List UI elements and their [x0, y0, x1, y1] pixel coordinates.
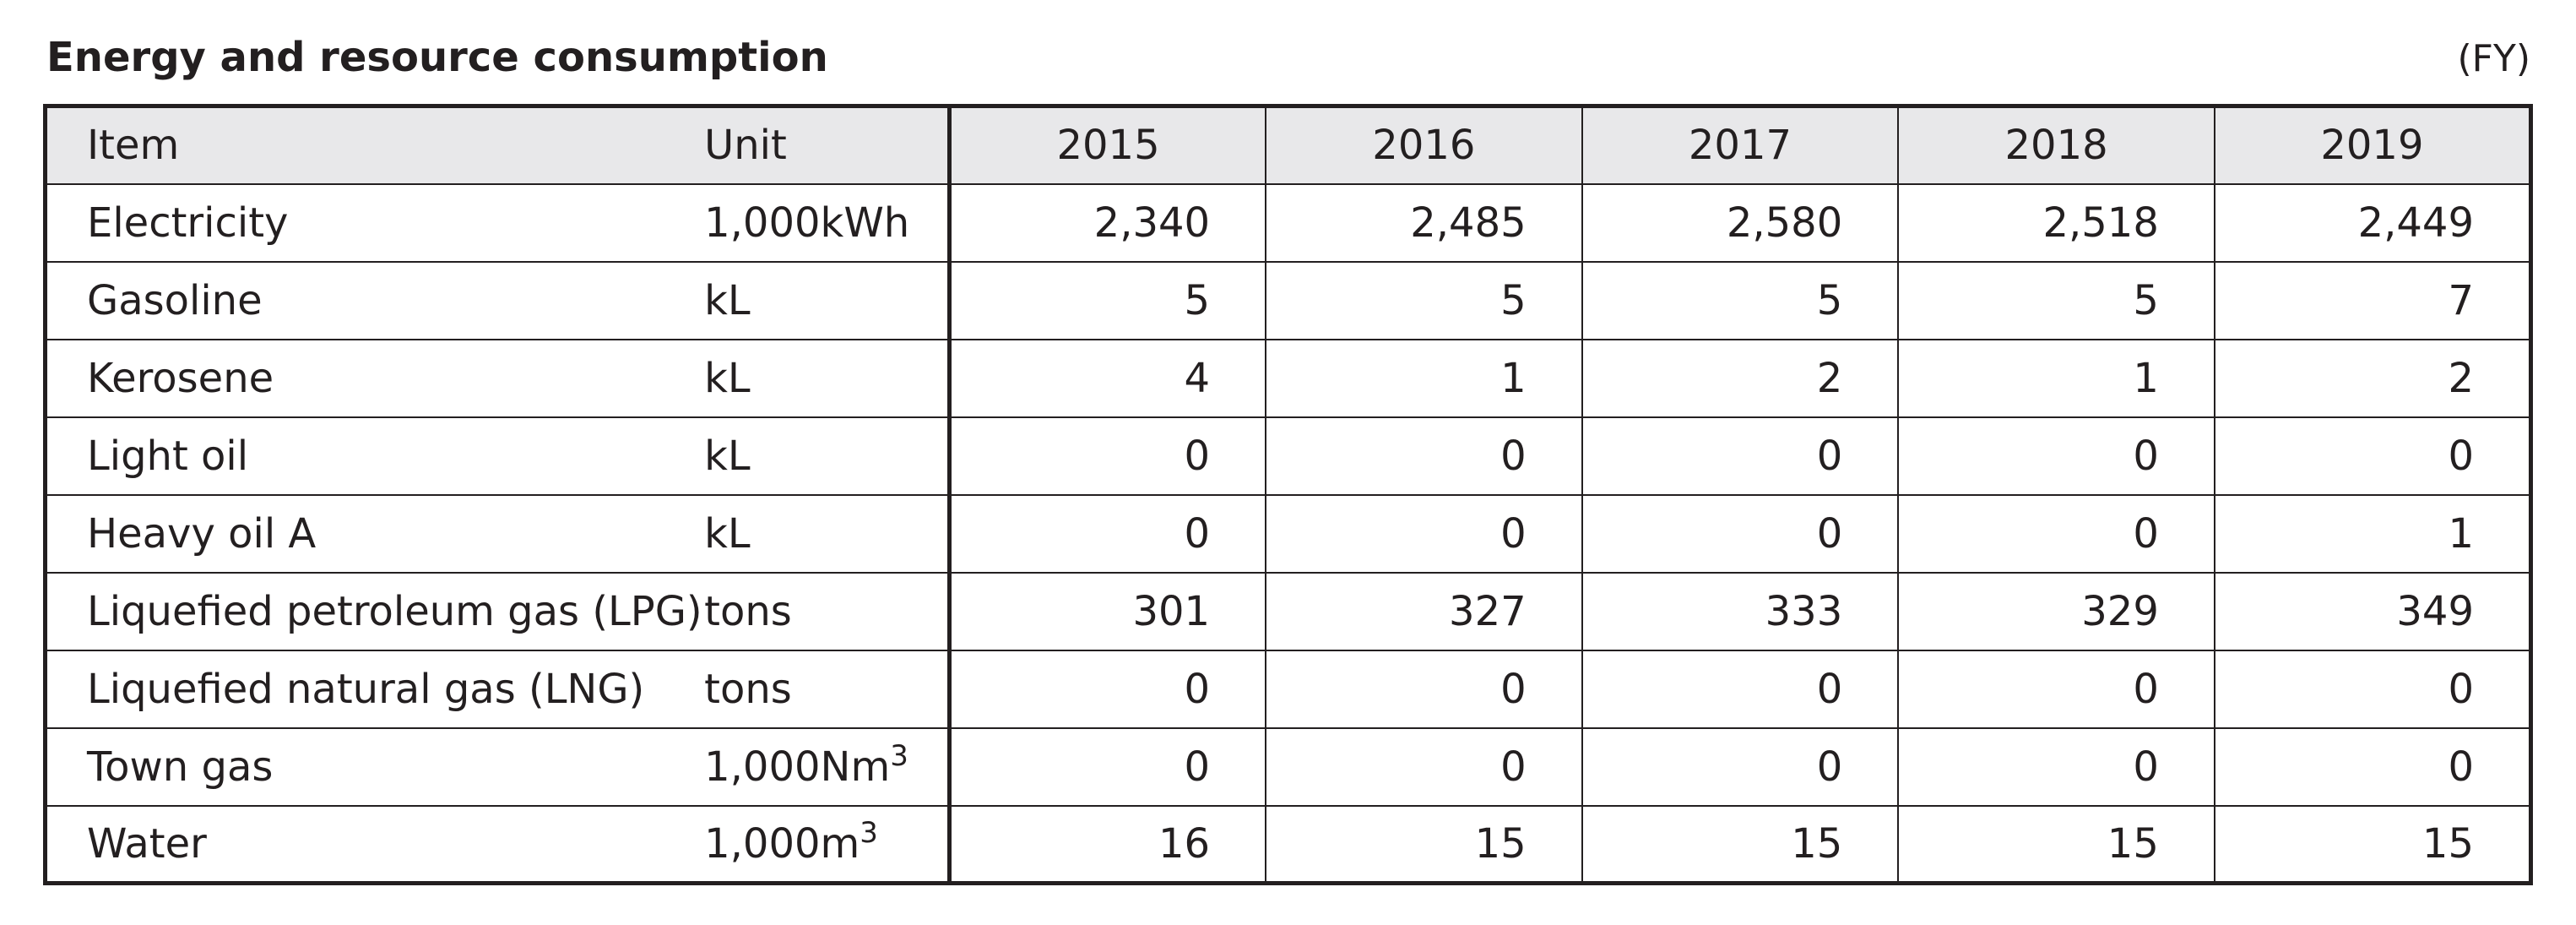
row-item-label: Town gas [45, 726, 703, 806]
row-value-2017: 5 [1581, 260, 1899, 340]
row-value-2015: 2,340 [948, 182, 1266, 262]
row-value-2019: 0 [2213, 726, 2531, 806]
row-value-2018: 1 [1897, 338, 2215, 417]
row-unit: tons [702, 649, 952, 728]
row-value-2017: 0 [1581, 416, 1899, 495]
row-unit-text: 1,000kWh [704, 199, 910, 247]
row-value-2018: 0 [1897, 416, 2215, 495]
row-item-label: Light oil [45, 416, 703, 495]
row-value-2019: 1 [2213, 493, 2531, 573]
row-value-2017: 0 [1581, 726, 1899, 806]
column-header-2016: 2016 [1265, 106, 1582, 185]
column-header-2018: 2018 [1897, 106, 2215, 185]
row-unit-text: tons [704, 665, 792, 713]
row-value-2016: 5 [1265, 260, 1582, 340]
row-unit-text: kL [704, 509, 751, 558]
row-value-2017: 2 [1581, 338, 1899, 417]
row-value-2017: 15 [1581, 804, 1899, 884]
row-unit: kL [702, 260, 952, 340]
row-value-2015: 0 [948, 649, 1266, 728]
row-value-2019: 2 [2213, 338, 2531, 417]
row-value-2016: 0 [1265, 726, 1582, 806]
table-row: Gasoline kL 5 5 5 5 7 [45, 260, 2531, 340]
row-value-2019: 7 [2213, 260, 2531, 340]
row-value-2017: 2,580 [1581, 182, 1899, 262]
column-header-unit: Unit [702, 106, 952, 185]
row-value-2017: 0 [1581, 493, 1899, 573]
fiscal-year-note: (FY) [2457, 37, 2530, 80]
table-row: Liquefied petroleum gas (LPG) tons 301 327 3… [45, 571, 2531, 650]
row-unit-text: kL [704, 354, 751, 402]
row-unit: kL [702, 493, 952, 573]
row-value-2017: 333 [1581, 571, 1899, 650]
row-unit: kL [702, 416, 952, 495]
row-unit-text: 1,000m [704, 819, 860, 868]
column-header-2017: 2017 [1581, 106, 1899, 185]
consumption-table: Item Unit 2015 2016 2017 2018 2019 Elect… [43, 104, 2533, 885]
row-item-label: Kerosene [45, 338, 703, 417]
row-unit-text: kL [704, 432, 751, 480]
row-value-2016: 2,485 [1265, 182, 1582, 262]
row-value-2018: 329 [1897, 571, 2215, 650]
row-value-2018: 2,518 [1897, 182, 2215, 262]
row-value-2018: 0 [1897, 649, 2215, 728]
row-value-2018: 0 [1897, 493, 2215, 573]
table-body: Electricity 1,000kWh 2,340 2,485 2,580 2,518 2… [45, 182, 2531, 884]
row-value-2019: 0 [2213, 649, 2531, 728]
row-item-label: Heavy oil A [45, 493, 703, 573]
column-header-item: Item [45, 106, 703, 185]
row-unit: kL [702, 338, 952, 417]
row-value-2016: 15 [1265, 804, 1582, 884]
row-value-2017: 0 [1581, 649, 1899, 728]
row-item-label: Electricity [45, 182, 703, 262]
row-value-2016: 1 [1265, 338, 1582, 417]
row-value-2015: 5 [948, 260, 1266, 340]
row-value-2015: 0 [948, 726, 1266, 806]
row-item-label: Water [45, 804, 703, 884]
row-value-2015: 0 [948, 493, 1266, 573]
row-unit-superscript: 3 [890, 738, 908, 773]
row-item-label: Liquefied natural gas (LNG) [45, 649, 703, 728]
row-value-2018: 5 [1897, 260, 2215, 340]
table-header-row: Item Unit 2015 2016 2017 2018 2019 [45, 106, 2531, 185]
row-value-2016: 0 [1265, 493, 1582, 573]
page-title: Energy and resource consumption [46, 34, 828, 81]
row-unit: 1,000Nm3 [702, 726, 952, 806]
table-row: Kerosene kL 4 1 2 1 2 [45, 338, 2531, 417]
row-unit-text: 1,000Nm [704, 743, 891, 791]
row-value-2019: 349 [2213, 571, 2531, 650]
row-value-2016: 327 [1265, 571, 1582, 650]
row-item-label: Liquefied petroleum gas (LPG) [45, 571, 703, 650]
column-header-2019: 2019 [2213, 106, 2531, 185]
row-item-label: Gasoline [45, 260, 703, 340]
row-unit: 1,000kWh [702, 182, 952, 262]
table-row: Electricity 1,000kWh 2,340 2,485 2,580 2,518 2… [45, 182, 2531, 262]
table-row: Town gas 1,000Nm3 0 0 0 0 0 [45, 726, 2531, 806]
row-value-2019: 2,449 [2213, 182, 2531, 262]
table-row: Water 1,000m3 16 15 15 15 15 [45, 804, 2531, 884]
row-value-2016: 0 [1265, 416, 1582, 495]
row-value-2016: 0 [1265, 649, 1582, 728]
table-row: Light oil kL 0 0 0 0 0 [45, 416, 2531, 495]
row-value-2019: 0 [2213, 416, 2531, 495]
row-unit: 1,000m3 [702, 804, 952, 884]
row-value-2018: 15 [1897, 804, 2215, 884]
row-unit: tons [702, 571, 952, 650]
row-unit-superscript: 3 [860, 815, 878, 850]
row-value-2018: 0 [1897, 726, 2215, 806]
row-value-2015: 4 [948, 338, 1266, 417]
row-unit-text: tons [704, 587, 792, 635]
column-header-2015: 2015 [948, 106, 1266, 185]
row-value-2015: 301 [948, 571, 1266, 650]
row-value-2019: 15 [2213, 804, 2531, 884]
table-row: Liquefied natural gas (LNG) tons 0 0 0 0 0 [45, 649, 2531, 728]
row-value-2015: 0 [948, 416, 1266, 495]
row-value-2015: 16 [948, 804, 1266, 884]
row-unit-text: kL [704, 276, 751, 324]
